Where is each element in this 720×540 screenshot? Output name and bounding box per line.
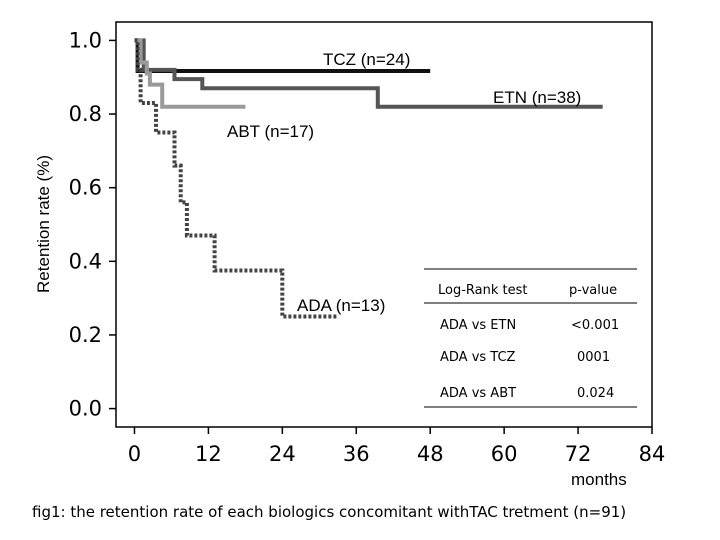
x-tick-label-48: 48 xyxy=(417,442,444,466)
label-ada: ADA (n=13) xyxy=(297,296,385,315)
y-tick-label-3: 0.6 xyxy=(69,176,102,200)
x-tick-label-12: 12 xyxy=(195,442,222,466)
table-row-1-test: ADA vs ETN xyxy=(440,318,516,333)
figure-caption: fig1: the retention rate of each biologi… xyxy=(32,503,627,521)
y-tick-label-1: 0.2 xyxy=(69,323,102,347)
y-tick-label-5: 1.0 xyxy=(69,28,102,52)
plot-frame xyxy=(115,21,653,428)
x-tick-label-72: 72 xyxy=(565,442,592,466)
y-axis-title: Retention rate (%) xyxy=(34,155,53,293)
series-layer xyxy=(134,38,603,319)
series-line-ada xyxy=(134,38,338,319)
x-tick-label-60: 60 xyxy=(491,442,518,466)
x-tick-label-0: 0 xyxy=(128,442,141,466)
stats-table: Log-Rank test p-value ADA vs ETN <0.001 … xyxy=(424,268,637,408)
y-tick-label-4: 0.8 xyxy=(69,102,102,126)
y-tick-label-0: 0.0 xyxy=(69,397,102,421)
x-axis-title: months xyxy=(571,470,627,489)
axes: 0 12 24 36 48 60 72 84 0.0 0.2 0.4 0.6 0.8 1.0 xyxy=(69,28,666,466)
y-tick-label-2: 0.4 xyxy=(69,249,102,273)
x-tick-label-24: 24 xyxy=(269,442,296,466)
km-chart: 0 12 24 36 48 60 72 84 0.0 0.2 0.4 0.6 0.8 1.0 Retent… xyxy=(34,21,666,489)
table-row-2-test: ADA vs TCZ xyxy=(440,350,516,365)
series-line-etn xyxy=(134,38,603,109)
label-abt: ABT (n=17) xyxy=(227,122,314,141)
x-tick-label-36: 36 xyxy=(343,442,370,466)
label-etn: ETN (n=38) xyxy=(493,88,581,107)
table-row-3-test: ADA vs ABT xyxy=(440,386,516,401)
table-row-1-pvalue: <0.001 xyxy=(571,318,619,333)
table-header-test: Log-Rank test xyxy=(438,283,528,298)
table-row-3-pvalue: 0.024 xyxy=(577,386,614,401)
series-line-abt xyxy=(134,38,246,109)
table-header-pvalue: p-value xyxy=(569,283,617,298)
table-row-2-pvalue: 0001 xyxy=(577,350,610,365)
x-tick-label-84: 84 xyxy=(639,442,666,466)
label-tcz: TCZ (n=24) xyxy=(323,50,410,69)
